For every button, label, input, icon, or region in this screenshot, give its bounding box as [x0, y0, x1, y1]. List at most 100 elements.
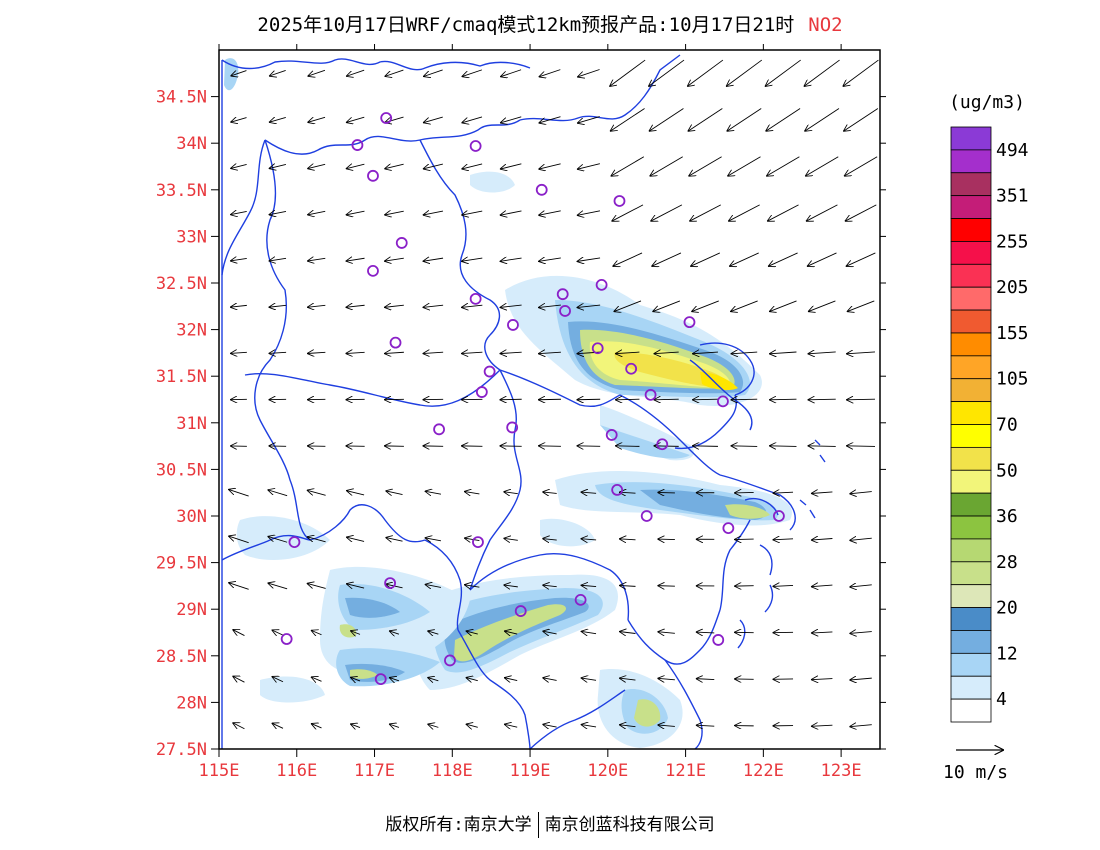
colorbar-swatch — [950, 515, 992, 540]
wind-vector — [230, 70, 247, 76]
wind-vector — [808, 399, 836, 400]
colorbar-swatch — [950, 607, 992, 631]
wind-vector — [500, 305, 522, 307]
wind-vector — [849, 492, 872, 494]
wind-vector — [466, 724, 478, 727]
lat-label: 31.5N — [156, 367, 207, 387]
colorbar-label: 4 — [996, 689, 1007, 710]
wind-vector — [307, 305, 326, 307]
colorbar-label: 20 — [996, 598, 1018, 619]
lat-label: 32.5N — [156, 274, 207, 294]
wind-vector — [464, 585, 480, 587]
wind-vector — [269, 70, 286, 76]
wind-vector — [385, 69, 404, 76]
wind-vector — [767, 204, 799, 221]
wind-vector — [849, 585, 872, 587]
wind-vector — [500, 69, 522, 77]
wind-vector — [807, 252, 837, 266]
city-marker — [722, 522, 735, 535]
wind-vector — [765, 59, 801, 86]
wind-vector — [843, 108, 879, 131]
wind-vector — [269, 352, 287, 353]
wind-vector — [844, 156, 878, 177]
colorbar-swatch — [950, 652, 992, 677]
wind-vector — [423, 305, 444, 307]
wind-vector — [346, 258, 365, 261]
wind-vector — [307, 537, 326, 543]
wind-vector — [504, 631, 518, 634]
wind-vector — [350, 677, 361, 681]
wind-vector — [272, 630, 284, 635]
wind-vector — [811, 539, 833, 541]
colorbar-swatch — [950, 538, 992, 563]
wind-vector — [811, 632, 833, 633]
colorbar-label: 494 — [996, 140, 1029, 161]
city-marker — [773, 510, 785, 522]
title-text: 2025年10月17日WRF/cmaq模式12km预报产品:10月17日21时 — [257, 14, 795, 36]
colorbar-swatch — [950, 241, 992, 265]
wind-vector — [461, 211, 483, 215]
colorbar-swatch — [950, 630, 992, 654]
wind-vector — [690, 252, 721, 266]
wind-vector — [230, 305, 247, 307]
wind-vector — [307, 583, 326, 589]
wind-vector — [538, 211, 561, 215]
wind-vector — [688, 108, 723, 131]
wind-vector — [542, 539, 557, 541]
colorbar-swatch — [950, 218, 992, 242]
wind-vector — [729, 252, 759, 266]
wind-vector — [731, 399, 758, 400]
wind-vector — [500, 258, 522, 261]
wind-vector — [843, 59, 879, 86]
wind-vector — [769, 446, 797, 447]
wind-vector — [649, 108, 684, 131]
wind-vector — [612, 252, 643, 266]
city-marker — [389, 336, 402, 349]
colorbar-unit: (ug/m3) — [949, 92, 1025, 113]
wind-vector — [731, 446, 758, 447]
wind-vector — [650, 204, 683, 221]
wind-vector — [657, 492, 675, 493]
colorbar-swatch — [950, 355, 992, 380]
wind-vector — [500, 211, 522, 215]
wind-vector — [773, 492, 794, 493]
lon-label: 123E — [821, 761, 862, 781]
wind-legend-label: 10 m/s — [943, 762, 1008, 783]
city-marker — [717, 395, 729, 408]
colorbar-swatch — [950, 149, 992, 174]
wind-vector — [808, 446, 836, 447]
wind-vector — [466, 631, 478, 634]
wind-vector — [687, 59, 724, 86]
wind-vector — [766, 156, 800, 177]
wind-vector — [811, 679, 833, 680]
wind-vector — [689, 204, 721, 221]
wind-vector — [808, 352, 836, 354]
lat-label: 33N — [176, 227, 207, 247]
wind-vector — [464, 538, 480, 540]
wind-vector — [846, 352, 875, 354]
wind-vector — [230, 118, 247, 123]
wind-vector — [652, 300, 681, 312]
wind-vector — [581, 539, 597, 540]
colorbar-swatch — [950, 561, 992, 586]
wind-vector — [811, 492, 833, 494]
colorbar-swatch — [950, 492, 992, 517]
wind-vector — [849, 632, 872, 634]
wind-vector — [389, 724, 400, 727]
wind-vector — [503, 492, 518, 494]
colorbar-label: 351 — [996, 186, 1029, 207]
wind-vector — [648, 59, 685, 86]
wind-vector — [692, 352, 718, 354]
wind-vector — [805, 156, 839, 177]
wind-vector — [350, 631, 361, 635]
wind-vector — [461, 163, 483, 169]
wind-vector — [765, 108, 801, 131]
wind-vector — [346, 352, 365, 353]
wind-vector — [612, 204, 644, 221]
wind-vector — [346, 69, 365, 76]
wind-vector — [425, 538, 442, 541]
lat-label: 34.5N — [156, 88, 207, 108]
wind-vector — [688, 156, 722, 177]
wind-vector — [804, 59, 840, 86]
